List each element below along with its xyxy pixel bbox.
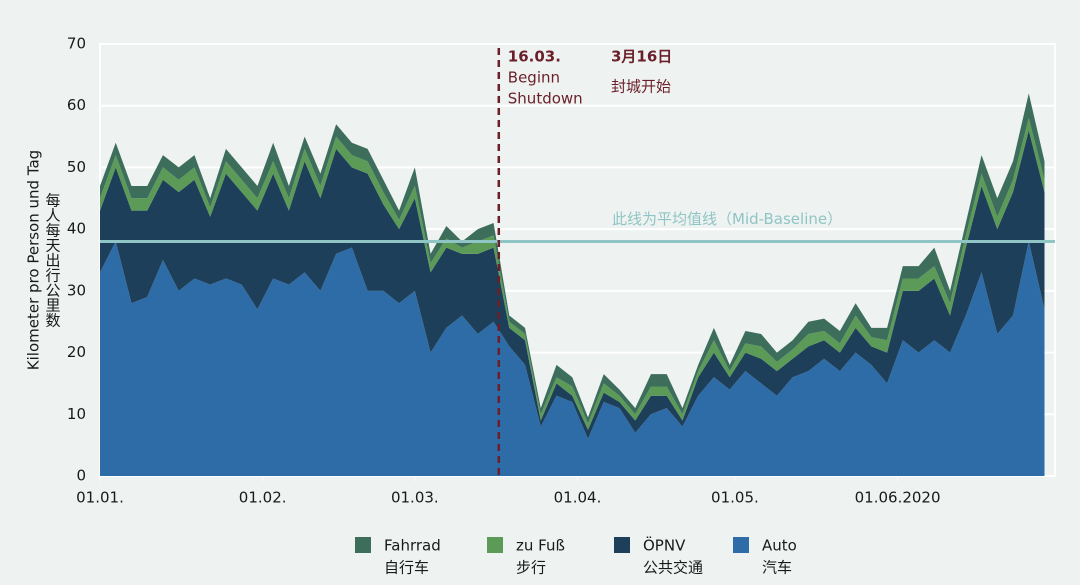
x-tick-label: 01.05. (711, 489, 759, 507)
x-tick-label: 01.02. (239, 489, 287, 507)
legend-swatch (487, 537, 503, 553)
y-tick-label: 30 (67, 281, 86, 299)
y-tick-label: 20 (67, 343, 86, 361)
legend-swatch (355, 537, 371, 553)
y-axis-label: Kilometer pro Person und Tag (25, 150, 43, 370)
legend-label-zh: 公共交通 (643, 559, 703, 577)
legend-label: ÖPNV (643, 536, 686, 555)
baseline-label: 此线为平均值线（Mid-Baseline） (612, 210, 842, 228)
y-tick-label: 40 (67, 220, 86, 238)
legend-swatch (614, 537, 630, 553)
x-tick-label: 01.03. (391, 489, 439, 507)
y-tick-label: 50 (67, 158, 86, 176)
legend-label-zh: 自行车 (384, 559, 429, 577)
x-tick-label: 01.06.2020 (855, 489, 941, 507)
y-tick-label: 70 (67, 35, 86, 53)
y-tick-label: 0 (76, 467, 86, 485)
shutdown-label: 16.03. (508, 48, 561, 66)
x-tick-label: 01.01. (76, 489, 124, 507)
legend-label-zh: 汽车 (762, 559, 792, 577)
y-tick-label: 60 (67, 96, 86, 114)
legend-label: Fahrrad (384, 537, 441, 555)
shutdown-label-zh: 3月16日 (611, 48, 672, 66)
legend-label: Auto (762, 537, 797, 555)
x-tick-label: 01.04. (554, 489, 602, 507)
shutdown-label-zh: 封城开始 (611, 78, 671, 96)
area (100, 130, 1045, 439)
legend-label-zh: 步行 (516, 559, 546, 577)
shutdown-label: Shutdown (508, 90, 583, 108)
shutdown-label: Beginn (508, 69, 560, 87)
y-axis-label-zh: 每人每天出行公里数 (44, 193, 62, 328)
legend-label: zu Fuß (516, 537, 565, 555)
legend-swatch (733, 537, 749, 553)
y-tick-label: 10 (67, 405, 86, 423)
area (100, 241, 1045, 476)
